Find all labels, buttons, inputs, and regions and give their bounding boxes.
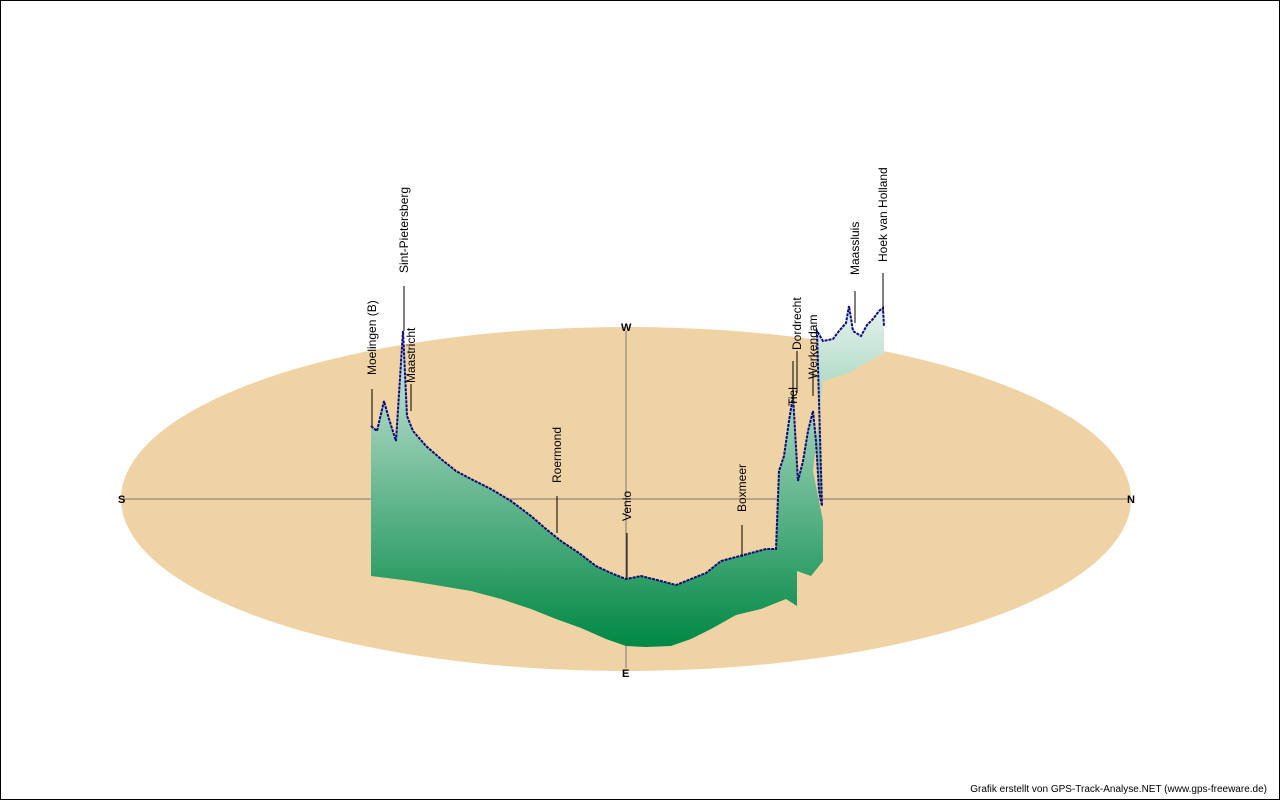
place-label: Hoek van Holland	[876, 167, 890, 262]
place-label: Werkendam	[806, 315, 820, 379]
place-label: Maastricht	[404, 327, 418, 383]
place-label: Tiel	[786, 387, 800, 406]
place-label: Venlo	[620, 491, 634, 521]
compass-label-south: S	[118, 494, 125, 506]
place-label: Maassluis	[848, 222, 862, 275]
compass-label-east: E	[622, 668, 629, 680]
compass-label-west: W	[621, 322, 632, 334]
place-label: Dordrecht	[790, 297, 804, 350]
place-label: Sint-Pietersberg	[397, 187, 411, 273]
place-markers: Moelingen (B) Sint-Pietersberg Maastricht R…	[365, 167, 890, 579]
credit-text: Grafik erstellt von GPS-Track-Analyse.NE…	[970, 784, 1267, 795]
place-label: Boxmeer	[735, 464, 749, 512]
profile-fill	[371, 306, 884, 647]
place-label: Moelingen (B)	[365, 300, 379, 375]
place-label: Roermond	[550, 427, 564, 483]
track-line	[370, 305, 885, 587]
compass-label-north: N	[1127, 494, 1135, 506]
profile-area	[370, 305, 885, 647]
